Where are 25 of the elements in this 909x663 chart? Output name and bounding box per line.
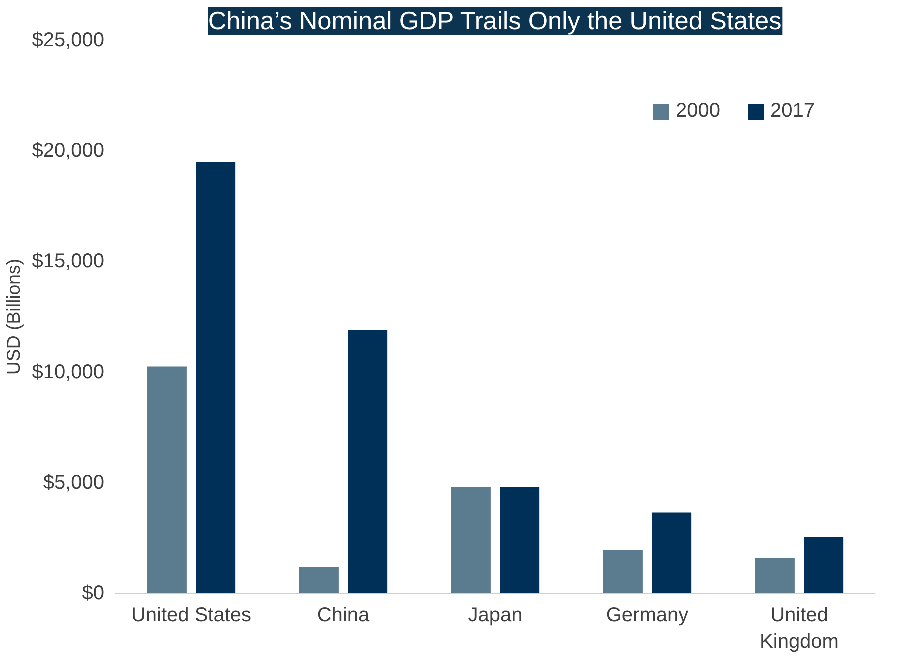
x-tick-label: United States	[131, 604, 252, 626]
x-tick-label: Germany	[606, 604, 689, 626]
bar	[451, 487, 491, 594]
y-tick-label: $20,000	[32, 140, 104, 162]
bar	[652, 512, 692, 594]
bar	[348, 330, 388, 594]
legend-label: 2017	[770, 100, 815, 123]
x-tick-label: Japan	[468, 604, 523, 626]
x-tick-label: United Kingdom	[760, 604, 839, 653]
bar	[755, 558, 795, 594]
y-tick-label: $5,000	[43, 472, 104, 494]
bar	[196, 162, 236, 594]
bar	[147, 366, 187, 594]
y-tick-label: $25,000	[32, 30, 104, 52]
legend-label: 2000	[676, 100, 720, 123]
y-axis-title: USD (Billions)	[3, 258, 24, 376]
bar	[299, 566, 339, 594]
bar	[500, 487, 540, 594]
bar	[804, 537, 844, 594]
bar	[603, 550, 643, 594]
y-tick-label: $0	[82, 582, 105, 604]
chart-title: China’s Nominal GDP Trails Only the United States	[208, 8, 782, 36]
y-tick-label: $10,000	[32, 361, 104, 384]
x-tick-label: China	[317, 604, 371, 626]
y-tick-label: $15,000	[32, 250, 104, 273]
